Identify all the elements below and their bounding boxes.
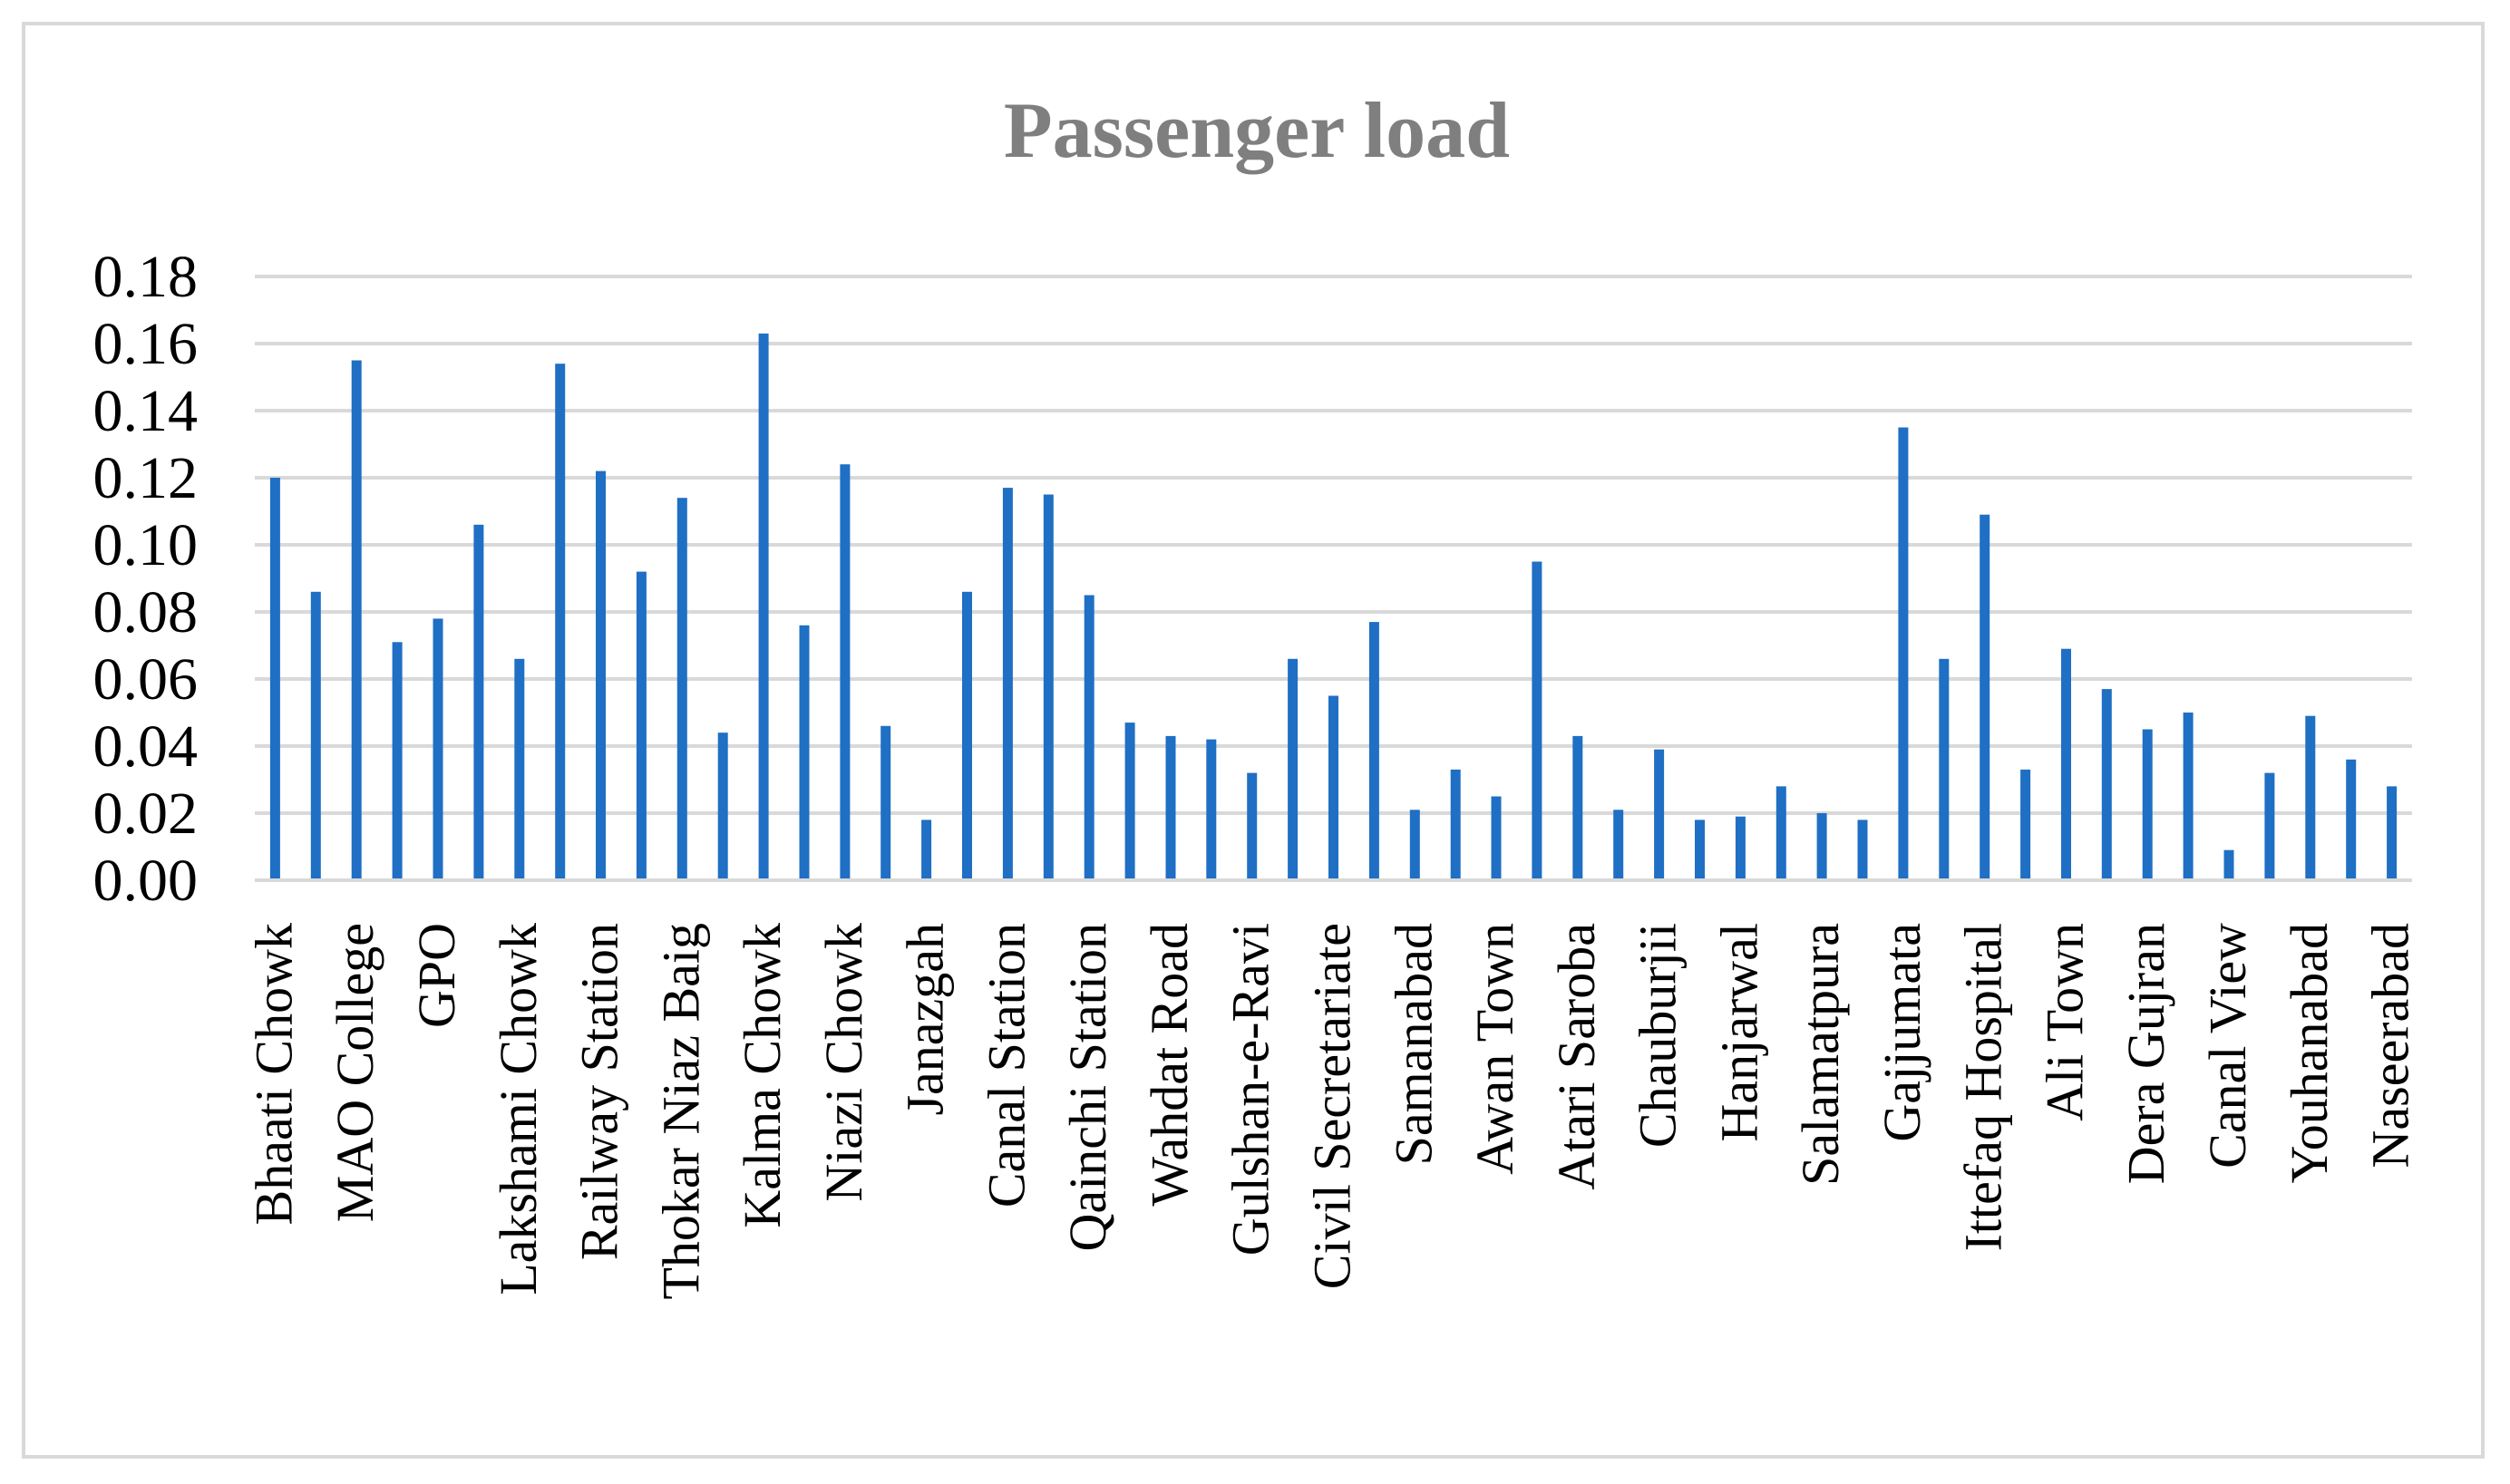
x-tick-label: Chauburjii [1629, 923, 1688, 1148]
bar [2183, 713, 2194, 880]
bar [310, 591, 321, 880]
x-axis-ticks: Bhaati Chowk MAO College GPO Lakshami Chowk… [244, 923, 2419, 1300]
x-tick-label: Janazgah [896, 923, 955, 1116]
bar [1328, 695, 1338, 880]
bar [840, 464, 851, 880]
bar [1980, 514, 1990, 880]
bar [2264, 772, 2275, 880]
bar [1613, 810, 1624, 880]
chart-frame: Passenger load 0.00 0.02 0.04 0.06 0.08 0.10 0… [22, 22, 2485, 1459]
bar [2142, 729, 2153, 880]
x-tick-label: Civil Secretariate [1303, 923, 1362, 1289]
bar [596, 470, 606, 880]
bar [2061, 648, 2071, 880]
bar [514, 658, 525, 880]
x-tick-label: Youhanabad [2280, 923, 2339, 1183]
bar [1735, 816, 1746, 880]
bar [473, 524, 484, 880]
bar [758, 333, 769, 880]
bar [2101, 689, 2112, 880]
bar [1288, 658, 1299, 880]
x-tick-label: Awan Town [1465, 923, 1524, 1175]
y-tick-label: 0.00 [93, 848, 199, 914]
bar [2346, 759, 2357, 880]
bar [1532, 561, 1542, 880]
bar [1775, 786, 1786, 880]
x-tick-label: GPO [407, 923, 466, 1028]
bar [2305, 715, 2316, 880]
x-tick-label: Thokar Niaz Baig [651, 923, 710, 1300]
bar [1816, 813, 1827, 880]
x-tick-label: Atari Saroba [1547, 923, 1606, 1190]
bar [1450, 769, 1461, 880]
bar [392, 642, 403, 880]
bar [1165, 735, 1176, 880]
x-tick-label: Naseerabad [2361, 923, 2420, 1169]
bar [1043, 494, 1054, 880]
bar [962, 591, 972, 880]
x-tick-label: Bhaati Chowk [244, 923, 303, 1225]
x-tick-label: Canal View [2198, 923, 2257, 1169]
x-tick-label: Canal Station [977, 923, 1036, 1208]
y-tick-label: 0.08 [93, 579, 199, 645]
x-tick-label: Niazi Chowk [814, 923, 873, 1202]
x-tick-label: Ittefaq Hospital [1954, 923, 2013, 1251]
bar [555, 364, 566, 880]
bar [1939, 658, 1950, 880]
x-tick-label: Samanabad [1384, 923, 1443, 1165]
x-tick-label: Ali Town [2036, 923, 2095, 1121]
x-tick-label: Qainchi Station [1058, 923, 1117, 1251]
bar [1572, 735, 1583, 880]
y-tick-label: 0.06 [93, 646, 199, 713]
bar [2020, 769, 2031, 880]
bars [269, 333, 2398, 880]
bar [1654, 749, 1665, 880]
x-tick-label: MAO College [326, 923, 384, 1222]
bar [921, 820, 932, 880]
x-tick-label: Kalma Chowk [733, 923, 792, 1228]
y-tick-label: 0.02 [93, 781, 199, 847]
bar [717, 732, 728, 880]
y-tick-label: 0.16 [93, 311, 199, 377]
bar [1084, 595, 1094, 880]
x-tick-label: Gulshan-e-Ravi [1221, 923, 1280, 1256]
y-tick-label: 0.14 [93, 378, 199, 444]
y-tick-label: 0.10 [93, 512, 199, 578]
chart-title: Passenger load [1004, 87, 1510, 175]
bar [1124, 723, 1135, 880]
bar [1898, 427, 1909, 880]
y-tick-label: 0.04 [93, 713, 199, 780]
bar [880, 725, 891, 880]
bar [2387, 786, 2398, 880]
bar [676, 498, 687, 880]
bar [1491, 796, 1502, 880]
bar [433, 618, 443, 880]
gridlines [255, 275, 2412, 815]
x-tick-label: Gajjumata [1873, 923, 1931, 1142]
bar [636, 571, 647, 880]
x-tick-label: Wahdat Road [1140, 923, 1199, 1207]
bar [1409, 810, 1420, 880]
x-tick-label: Dera Gujran [2116, 923, 2175, 1184]
x-tick-label: Railway Station [570, 923, 629, 1260]
y-tick-label: 0.12 [93, 445, 199, 511]
bar [799, 625, 810, 880]
bar [351, 360, 362, 880]
bar [1206, 739, 1217, 880]
bar [1857, 820, 1868, 880]
bar [2223, 849, 2234, 880]
bar [269, 478, 280, 880]
bar [1002, 488, 1013, 880]
y-tick-label: 0.18 [93, 244, 199, 310]
x-tick-label: Lakshami Chowk [489, 923, 548, 1295]
bar [1247, 772, 1258, 880]
bar [1695, 820, 1705, 880]
bar-chart: Passenger load 0.000.020.040.060.080.100… [93, 87, 2420, 1300]
x-tick-label: Salamatpura [1791, 923, 1850, 1186]
x-tick-label: Hanjarwal [1709, 923, 1768, 1142]
bar [1368, 622, 1379, 880]
y-axis-ticks: 0.000.020.040.060.080.100.120.140.160.18 [93, 244, 199, 914]
